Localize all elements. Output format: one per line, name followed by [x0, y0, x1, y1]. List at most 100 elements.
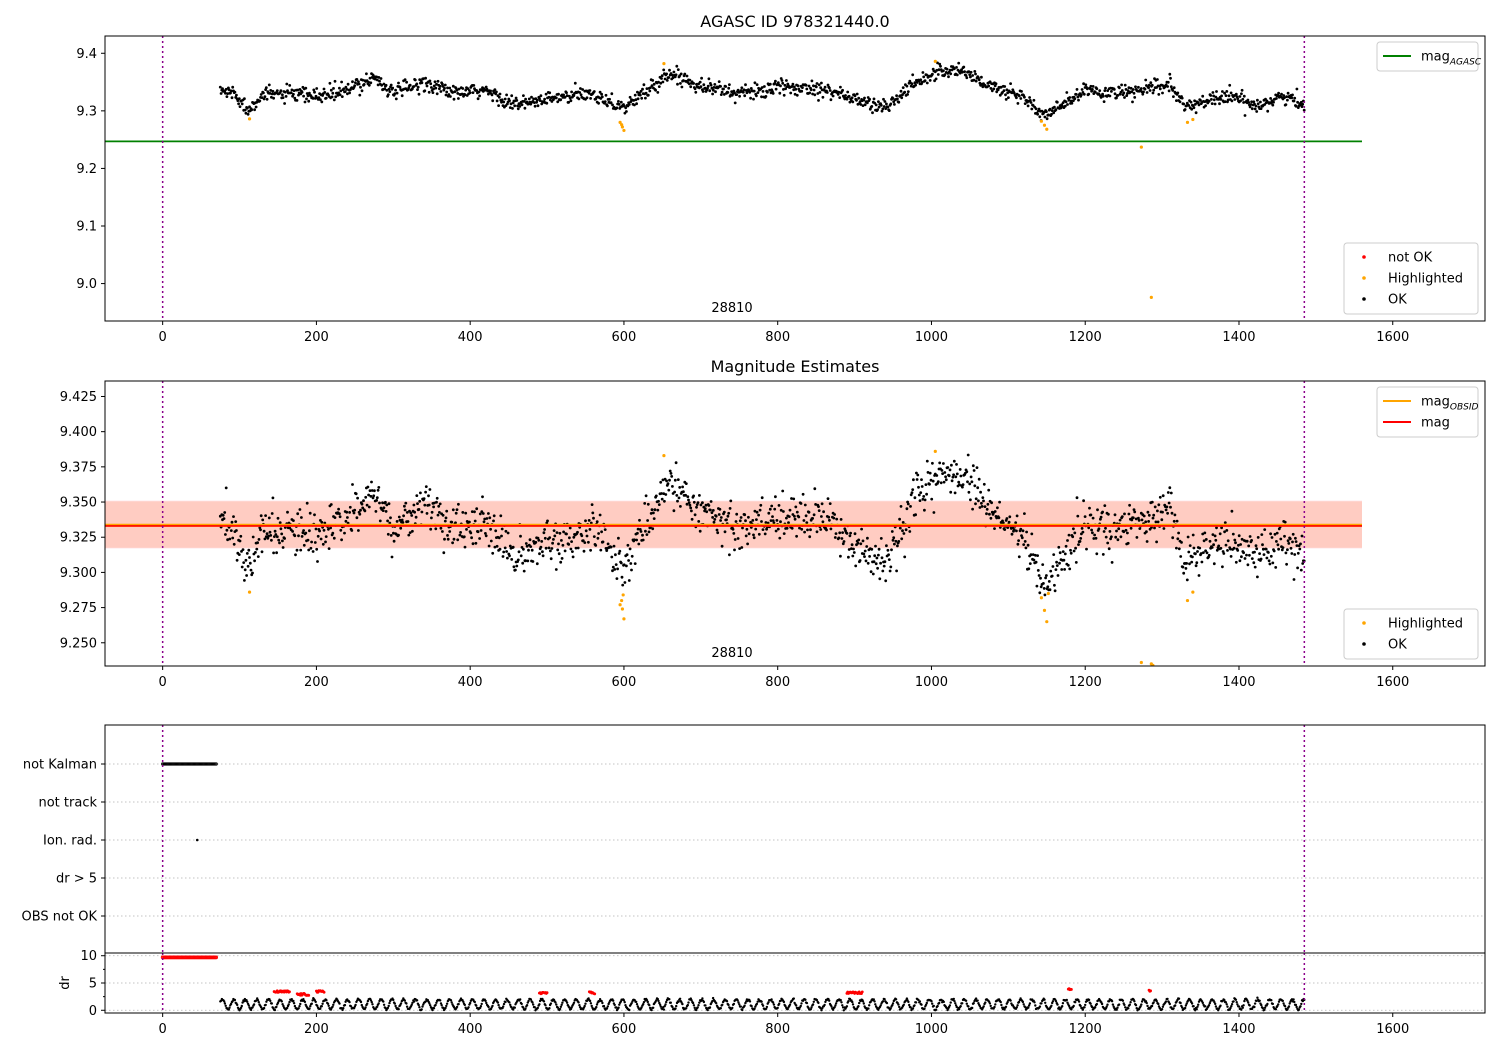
ok-point — [794, 505, 798, 509]
ok-point — [1108, 94, 1112, 98]
ok-point — [659, 81, 663, 85]
dr-point — [595, 1005, 598, 1009]
ok-point — [362, 499, 365, 503]
ok-point — [999, 85, 1003, 89]
ok-point — [495, 99, 499, 103]
dr-point — [738, 1003, 741, 1006]
x-tick-label: 800 — [765, 1022, 790, 1037]
dr-point — [664, 1003, 667, 1006]
ok-point — [819, 86, 823, 90]
ok-point — [229, 529, 233, 532]
ok-point — [338, 86, 341, 90]
dr-point — [249, 1008, 253, 1012]
ok-point — [570, 540, 573, 543]
ok-point — [611, 569, 614, 573]
dr-point — [1258, 999, 1261, 1002]
ok-point — [262, 91, 265, 95]
ok-point — [672, 509, 676, 513]
ok-point — [497, 95, 501, 99]
ok-point — [553, 534, 557, 538]
ok-point — [588, 89, 592, 92]
dr-point — [1174, 1004, 1177, 1007]
ok-point — [297, 93, 300, 97]
dr-point — [721, 1003, 724, 1006]
ok-point — [398, 85, 402, 89]
dr-point — [1016, 1004, 1019, 1007]
ok-point — [611, 565, 615, 569]
ok-point — [710, 86, 714, 90]
ok-point — [971, 507, 974, 511]
ok-point — [402, 514, 405, 518]
ok-point — [359, 508, 362, 512]
ok-point — [864, 559, 868, 563]
ok-point — [521, 561, 525, 565]
ok-point — [1277, 91, 1280, 95]
ok-point — [1248, 535, 1252, 538]
ok-point — [1292, 99, 1296, 103]
ok-point — [616, 567, 619, 571]
ok-point — [313, 513, 316, 517]
ok-point — [352, 511, 356, 515]
ok-point — [881, 569, 885, 573]
ok-point — [971, 464, 975, 468]
ok-point — [577, 97, 581, 101]
ok-point — [1053, 589, 1057, 593]
ok-point — [329, 503, 333, 506]
ok-point — [671, 485, 674, 488]
ok-point — [733, 91, 736, 95]
ok-point — [478, 94, 481, 98]
ok-point — [1095, 87, 1099, 91]
ok-point — [1063, 568, 1066, 571]
ok-point — [877, 100, 880, 103]
dr-point — [1286, 1008, 1289, 1011]
dr-point — [681, 1002, 684, 1006]
ok-point — [461, 87, 465, 90]
ok-point — [614, 563, 618, 566]
ok-point — [1243, 114, 1247, 117]
ok-point — [713, 518, 717, 521]
ok-point — [1091, 531, 1094, 535]
ok-point — [895, 94, 898, 98]
y-tick-label: 9.350 — [60, 496, 97, 511]
dr-point — [293, 1004, 297, 1008]
ok-point — [969, 475, 973, 479]
dr-point — [755, 1002, 759, 1006]
ok-point — [909, 84, 913, 88]
ok-point — [1139, 87, 1143, 90]
ok-point — [601, 540, 605, 544]
dr-point — [858, 1001, 861, 1005]
ok-point — [1077, 543, 1080, 546]
ok-point — [692, 500, 696, 504]
ok-point — [262, 529, 266, 533]
ok-point — [580, 534, 584, 538]
ok-point — [367, 493, 370, 497]
dr-point — [397, 1008, 400, 1011]
ok-point — [798, 526, 801, 530]
ok-point — [233, 90, 237, 94]
ok-point — [755, 510, 759, 514]
ok-point — [994, 82, 998, 86]
ok-point — [302, 529, 305, 532]
ok-point — [308, 511, 312, 515]
dr-point — [959, 1005, 962, 1008]
dr-point — [233, 998, 237, 1002]
ok-point — [947, 75, 950, 79]
ok-point — [1115, 96, 1118, 100]
ok-point — [535, 98, 539, 102]
dr-point — [617, 1006, 620, 1009]
ok-point — [1138, 527, 1142, 530]
ok-point — [979, 490, 982, 494]
dr-point — [765, 1005, 769, 1009]
ok-point — [1084, 83, 1088, 87]
ok-point — [792, 88, 796, 92]
ok-point — [237, 97, 241, 100]
ok-point — [856, 541, 860, 545]
dr-point — [1065, 998, 1069, 1002]
ok-point — [845, 97, 849, 101]
ok-point — [652, 517, 656, 520]
ok-point — [477, 90, 481, 94]
ok-point — [740, 546, 744, 549]
ok-point — [557, 552, 561, 556]
ok-point — [1205, 551, 1209, 555]
ok-point — [406, 520, 410, 523]
